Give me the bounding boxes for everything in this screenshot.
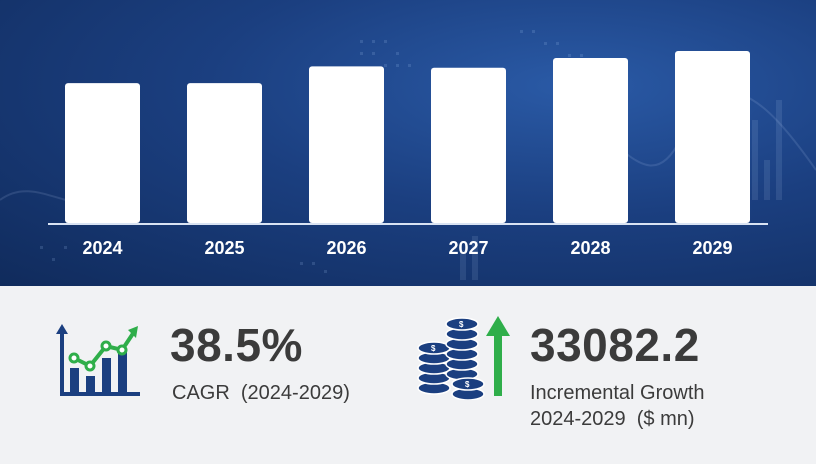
x-tick-label-2027: 2027 — [448, 238, 488, 258]
incremental-label-line2: 2024-2029 ($ mn) — [530, 408, 695, 430]
bar-2028 — [553, 57, 628, 224]
growth-chart-icon — [56, 324, 140, 396]
svg-text:$: $ — [459, 320, 464, 329]
bar-chart: 2024 2025 2026 2027 2028 2029 — [48, 51, 768, 258]
bar-2026 — [309, 66, 384, 223]
stats-panel: 38.5% CAGR (2024-2029) $ $ — [0, 286, 816, 464]
incremental-label-line1: Incremental Growth — [530, 382, 705, 404]
coins-with-up-arrow-icon: $ $ $ — [417, 316, 510, 400]
svg-text:$: $ — [465, 380, 470, 389]
x-tick-label-2028: 2028 — [570, 238, 610, 258]
cagr-value: 38.5% — [170, 319, 303, 371]
x-tick-label-2026: 2026 — [326, 238, 366, 258]
chart-panel: 2024 2025 2026 2027 2028 2029 — [0, 0, 816, 286]
bar-2029 — [675, 51, 750, 223]
cagr-label: CAGR (2024-2029) — [172, 382, 350, 404]
svg-text:$: $ — [431, 344, 436, 353]
x-tick-label-2025: 2025 — [204, 238, 244, 258]
bar-2025 — [187, 83, 262, 224]
bar-2024 — [65, 83, 140, 224]
x-tick-label-2029: 2029 — [692, 238, 732, 258]
x-tick-label-2024: 2024 — [82, 238, 122, 258]
bar-2027 — [431, 67, 506, 223]
incremental-value: 33082.2 — [530, 319, 700, 371]
